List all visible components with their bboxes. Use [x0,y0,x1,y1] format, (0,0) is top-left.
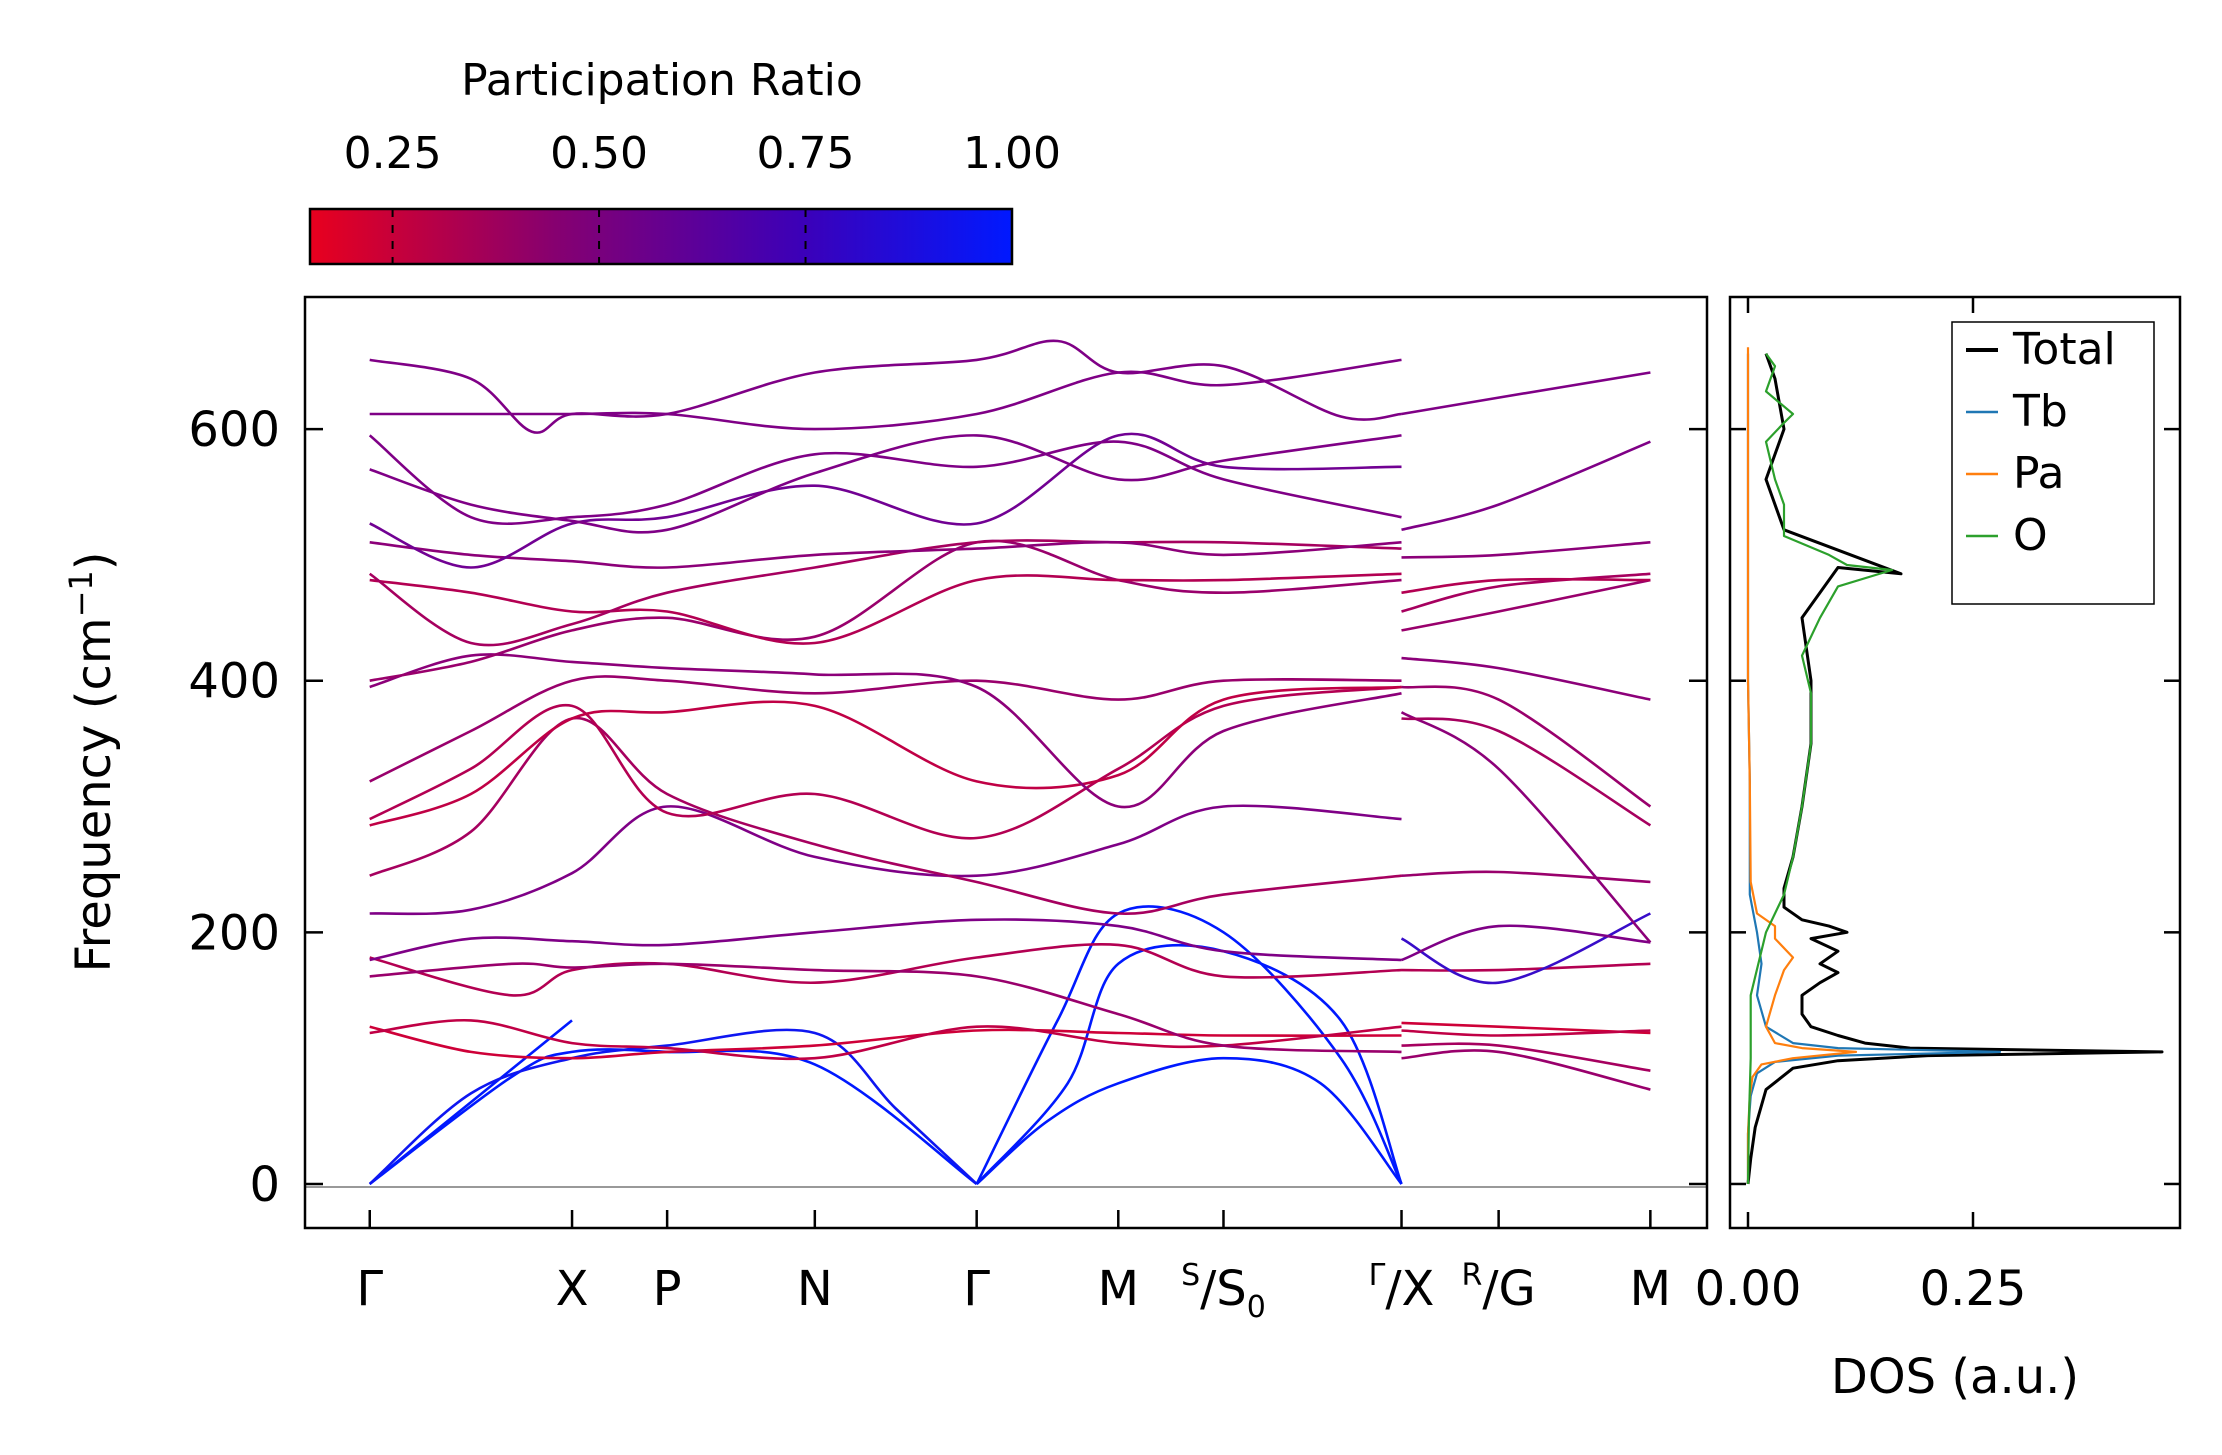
y-axis-ticks: 0 200 400 600 [188,402,1707,1213]
k-path-ticks: Γ X P N Γ M S/S0 Γ/X R/G M [356,1210,1671,1325]
dispersion-branch [975,943,1403,1185]
legend-box [1951,321,2155,605]
dispersion-branch [369,804,1402,916]
y-axis-label: Frequency (cm−1) [62,551,122,972]
dispersion-branch [1401,870,1651,884]
k-label: Γ/X [1369,1258,1435,1317]
dispersion-branch [368,1028,978,1185]
y-axis-label-main: Frequency (cm [66,617,122,972]
legend: Total Tb Pa O [1951,321,2155,605]
colorbar-tick-label: 0.25 [344,128,442,179]
dispersion-branch [369,1018,1402,1061]
colorbar-tick-label: 0.75 [757,128,855,179]
dispersion-branch [369,685,1402,840]
dispersion-branch [1401,541,1651,559]
colorbar-tick-label: 1.00 [963,128,1061,179]
dispersion-branch [369,540,1402,569]
dos-series-o [1746,352,1894,1185]
dispersion-branch [369,539,1402,682]
dispersion-branch [369,918,1402,962]
dispersion-branch [369,685,1402,827]
k-label: M [1098,1261,1139,1317]
k-label-main: /G [1482,1261,1535,1317]
k-label: P [653,1261,682,1317]
y-tick-label: 400 [188,654,280,710]
dispersion-branch [1401,962,1651,972]
k-label: N [797,1261,833,1317]
k-label-sup: R [1462,1258,1483,1293]
k-label: S/S0 [1181,1258,1266,1325]
k-label: X [556,1261,589,1317]
k-label-sup: S [1181,1258,1200,1293]
k-label-sub: 0 [1247,1290,1266,1325]
dispersion-branch [369,339,1402,434]
y-axis-label-sup: −1 [62,570,100,617]
k-label: Γ [356,1261,383,1317]
y-tick-label: 0 [249,1157,280,1213]
dos-series-pa [1746,347,1858,1184]
dispersion-branch [369,572,1402,645]
y-axis-label-tail: ) [66,551,122,570]
colorbar-gradient [308,207,1014,266]
dos-axes-frame [1728,295,2182,1230]
dispersion-branch [1401,578,1651,632]
legend-label: Total [2012,324,2116,375]
dispersion-branch [1401,717,1652,827]
dispersion-branches [368,339,1652,1186]
dispersion-axes-frame [303,295,1709,1230]
dispersion-branch [1401,1029,1651,1037]
dispersion-branch [368,434,1402,526]
legend-label: Pa [2013,448,2065,499]
dispersion-branch [1401,440,1651,532]
dispersion-branch [1401,1042,1651,1072]
dispersion-branch [369,1025,1402,1060]
dispersion-branch [1401,685,1652,808]
dos-x-tick-label: 0.25 [1920,1261,2027,1317]
colorbar: Participation Ratio 0.25 0.50 0.75 1.00 [308,55,1061,266]
dispersion-branch [369,653,1402,809]
k-label-sup: Γ [1369,1258,1386,1293]
k-label: R/G [1462,1258,1536,1317]
dispersion-branch [1401,924,1651,962]
dispersion-branch [369,962,1402,1054]
dos-panel: 0.00 0.25 DOS (a.u.) Total Tb Pa O [1695,295,2182,1405]
dispersion-branch [368,1048,978,1186]
dos-x-label: DOS (a.u.) [1831,1349,2079,1405]
dispersion-branch [369,432,1402,569]
dos-curves [1746,347,2164,1185]
k-label: Γ [963,1261,990,1317]
dispersion-branch [1401,1049,1651,1091]
dispersion-branch [369,716,1402,915]
dispersion-branch [368,539,1402,647]
dispersion-branch [1401,656,1651,701]
y-tick-label: 600 [188,402,280,458]
k-label: M [1630,1261,1671,1317]
dispersion-branch [1400,912,1651,985]
dispersion-branch [1401,572,1651,613]
colorbar-tick-label: 0.50 [550,128,648,179]
dos-series-total [1746,353,2164,1185]
dispersion-branch [1400,711,1652,944]
dispersion-branch [975,1056,1403,1185]
dos-x-tick-label: 0.00 [1695,1261,1802,1317]
y-tick-label: 200 [188,905,280,961]
dispersion-branch [369,943,1402,997]
dispersion-branch [1401,371,1651,416]
colorbar-label: Participation Ratio [461,55,863,106]
dispersion-branch [369,358,1402,431]
legend-label: O [2013,510,2048,561]
dos-ticks: 0.00 0.25 [1695,297,2180,1317]
dispersion-branch [1401,577,1651,594]
k-label-main: /X [1385,1261,1434,1317]
dispersion-branch [369,434,1402,534]
k-label-main: /S [1200,1261,1247,1317]
legend-label: Tb [2012,386,2068,437]
dispersion-branch [369,675,1402,783]
